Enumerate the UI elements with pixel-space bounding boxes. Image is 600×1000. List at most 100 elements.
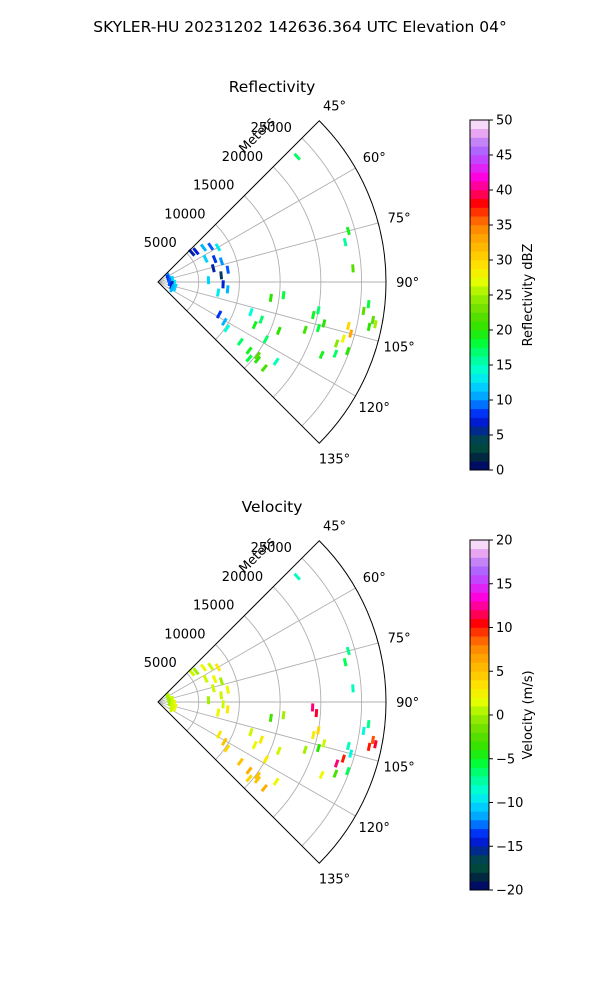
radar-gate bbox=[315, 323, 322, 333]
colorbar-tick-label: 10 bbox=[496, 621, 513, 636]
radar-gate bbox=[169, 704, 176, 713]
colorbar-segment bbox=[470, 540, 489, 550]
radar-gate bbox=[245, 354, 253, 363]
colorbar-segment bbox=[470, 365, 489, 375]
azimuth-tick-label: 90° bbox=[396, 696, 419, 711]
colorbar-segment bbox=[470, 373, 489, 383]
radar-gate bbox=[262, 755, 270, 764]
radar-gate bbox=[366, 322, 372, 332]
colorbar-segment bbox=[470, 268, 489, 278]
radar-gate bbox=[333, 759, 340, 768]
radar-gate bbox=[245, 766, 253, 775]
radar-gate bbox=[346, 321, 351, 331]
radar-gate bbox=[344, 766, 351, 776]
colorbar-segment bbox=[470, 592, 489, 602]
colorbar-segment bbox=[470, 715, 489, 725]
colorbar-segment bbox=[470, 557, 489, 567]
colorbar-segment bbox=[470, 443, 489, 453]
colorbar-segment bbox=[470, 277, 489, 287]
radar-gate bbox=[169, 280, 174, 290]
colorbar-segment bbox=[470, 618, 489, 628]
radar-gate bbox=[251, 740, 258, 750]
colorbar-segment bbox=[470, 251, 489, 261]
azimuth-tick-label: 60° bbox=[363, 151, 386, 166]
range-tick-label: 25000 bbox=[251, 121, 292, 136]
panel-title: Velocity bbox=[242, 498, 303, 516]
colorbar-segment bbox=[470, 233, 489, 243]
colorbar-segment bbox=[470, 610, 489, 620]
radar-gate bbox=[248, 727, 254, 737]
radar-gate bbox=[342, 657, 348, 667]
polar-frame bbox=[157, 120, 387, 444]
colorbar-segment bbox=[470, 706, 489, 716]
colorbar-segment bbox=[470, 653, 489, 663]
range-tick-label: 15000 bbox=[193, 599, 234, 614]
radar-gate bbox=[221, 280, 225, 289]
radar-gate bbox=[225, 685, 230, 694]
azimuth-tick-label: 105° bbox=[383, 341, 414, 356]
colorbar-segment bbox=[470, 645, 489, 655]
azimuth-tick-label: 135° bbox=[319, 873, 350, 888]
radar-gate bbox=[214, 663, 222, 672]
radar-gate bbox=[210, 263, 216, 273]
radar-gate bbox=[361, 306, 366, 316]
reflectivity-panel: Reflectivity 45° 60° 75° 90° 105° 120° 135° 5000… bbox=[144, 78, 536, 479]
radar-gate bbox=[351, 264, 355, 273]
colorbar-segment bbox=[470, 697, 489, 707]
radar-gate bbox=[215, 288, 221, 297]
range-tick-label: 15000 bbox=[193, 179, 234, 194]
azimuth-tick-label: 135° bbox=[319, 453, 350, 468]
azimuth-gridline bbox=[157, 701, 379, 762]
colorbar-segment bbox=[470, 828, 489, 838]
radar-gate bbox=[373, 740, 378, 749]
colorbar-segment bbox=[470, 566, 489, 576]
colorbar-segment bbox=[470, 347, 489, 357]
radar-gate bbox=[260, 784, 268, 793]
colorbar-segment bbox=[470, 863, 489, 873]
radar-gate bbox=[302, 325, 308, 335]
colorbar-segment bbox=[470, 723, 489, 733]
azimuth-tick-label: 120° bbox=[359, 821, 390, 836]
radar-gate bbox=[348, 329, 354, 338]
radar-gate bbox=[373, 320, 378, 329]
colorbar-segment bbox=[470, 426, 489, 436]
radar-gate bbox=[225, 285, 230, 294]
radar-gate bbox=[293, 152, 301, 161]
colorbar-segment bbox=[470, 382, 489, 392]
radar-gate bbox=[281, 711, 286, 720]
colorbar-tick-label: 0 bbox=[496, 464, 504, 479]
radar-gate bbox=[333, 339, 340, 348]
range-tick-label: 25000 bbox=[251, 541, 292, 556]
radar-gate bbox=[316, 726, 321, 735]
polar-frame bbox=[157, 540, 387, 864]
radar-gate bbox=[370, 315, 376, 325]
radar-gate bbox=[206, 276, 211, 285]
radar-gate bbox=[236, 337, 244, 346]
colorbar-segment bbox=[470, 330, 489, 340]
radar-gate bbox=[219, 691, 224, 700]
colorbar-tick-label: 35 bbox=[496, 219, 513, 234]
colorbar-segment bbox=[470, 120, 489, 130]
radar-gate bbox=[342, 237, 348, 247]
radar-gate bbox=[268, 293, 273, 303]
radar-gate bbox=[272, 777, 280, 786]
azimuth-gridline bbox=[157, 281, 356, 397]
colorbar-tick-label: −10 bbox=[496, 796, 523, 811]
colorbar-segment bbox=[470, 732, 489, 742]
azimuth-tick-label: 90° bbox=[396, 276, 419, 291]
colorbar-segment bbox=[470, 583, 489, 593]
radar-gate bbox=[169, 284, 176, 293]
colorbar-segment bbox=[470, 767, 489, 777]
colorbar-segment bbox=[470, 671, 489, 681]
radar-gate bbox=[215, 310, 223, 319]
colorbar-segment bbox=[470, 776, 489, 786]
colorbar-segment bbox=[470, 802, 489, 812]
radar-gate bbox=[253, 355, 262, 364]
panel-title: Reflectivity bbox=[229, 78, 316, 96]
radar-gate bbox=[172, 703, 178, 712]
colorbar-segment bbox=[470, 417, 489, 427]
radar-gate bbox=[275, 746, 282, 756]
colorbar-segment bbox=[470, 636, 489, 646]
range-tick-label: 5000 bbox=[144, 236, 177, 251]
radar-gate bbox=[366, 742, 372, 752]
